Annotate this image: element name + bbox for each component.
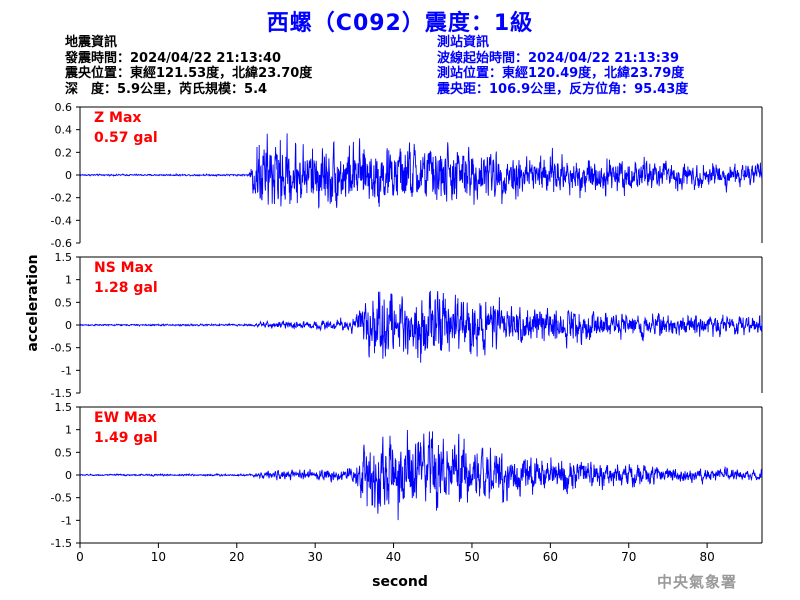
x-tick-label: 80 xyxy=(699,550,714,564)
y-tick-label: -1 xyxy=(61,364,72,377)
max-value: 1.49 gal xyxy=(94,430,158,446)
y-tick-label: 0.4 xyxy=(55,124,73,137)
max-label: EW Max xyxy=(94,410,156,426)
y-tick-label: 1 xyxy=(65,424,72,437)
y-tick-label: -1.5 xyxy=(51,537,72,550)
y-tick-label: -1 xyxy=(61,514,72,527)
y-axis-label: acceleration xyxy=(25,254,41,351)
y-tick-label: 1.5 xyxy=(55,251,73,264)
y-tick-label: 0 xyxy=(65,169,72,182)
y-tick-label: 0 xyxy=(65,319,72,332)
distance-azimuth: 震央距：106.9公里，反方位角：95.43度 xyxy=(437,81,689,97)
x-tick-label: 40 xyxy=(386,550,401,564)
x-tick-label: 60 xyxy=(543,550,558,564)
y-tick-label: -0.5 xyxy=(51,492,72,505)
waveform-trace xyxy=(79,429,763,521)
x-tick-label: 10 xyxy=(151,550,166,564)
panel-ew: -1.5 -1 -0.5 0 0.5 1 1.5 0 10 20 30 40 50 60 70 80 EW Ma… xyxy=(51,401,763,564)
y-tick-label: 1 xyxy=(65,274,72,287)
depth-magnitude: 深 度：5.9公里，芮氏規模：5.4 xyxy=(65,81,268,97)
origin-time: 發震時間：2024/04/22 21:13:40 xyxy=(65,50,282,66)
y-tick-label: 0.6 xyxy=(55,101,73,114)
x-tick-label: 30 xyxy=(308,550,323,564)
epicenter-location: 震央位置：東經121.53度，北緯23.70度 xyxy=(65,66,313,81)
x-tick-label: 20 xyxy=(229,550,244,564)
waveform-trace xyxy=(79,133,763,209)
y-tick-label: 0.2 xyxy=(55,146,73,159)
y-tick-label: 0.5 xyxy=(55,446,73,459)
x-tick-label: 50 xyxy=(464,550,479,564)
max-value: 1.28 gal xyxy=(94,280,158,296)
y-tick-label: 0.5 xyxy=(55,296,73,309)
waveform-trace xyxy=(79,290,763,363)
station-location: 測站位置：東經120.49度，北緯23.79度 xyxy=(437,66,685,81)
agency-label: 中央氣象署 xyxy=(657,573,738,591)
y-tick-label: -0.4 xyxy=(51,214,72,227)
y-tick-label: -0.2 xyxy=(51,192,72,205)
station-info-heading: 測站資訊 xyxy=(437,35,490,50)
y-tick-label: 0 xyxy=(65,469,72,482)
x-tick-label: 0 xyxy=(76,550,84,564)
y-tick-label: -1.5 xyxy=(51,387,72,400)
y-tick-label: 1.5 xyxy=(55,401,73,414)
y-tick-label: -0.5 xyxy=(51,342,72,355)
station-info: 測站資訊 波線起始時間：2024/04/22 21:13:39 測站位置：東經1… xyxy=(437,35,688,97)
panel-ns: -1.5 -1 -0.5 0 0.5 1 1.5 NS Max 1.28 gal xyxy=(51,251,763,400)
x-tick-label: 70 xyxy=(621,550,636,564)
earthquake-info: 地震資訊 發震時間：2024/04/22 21:13:40 震央位置：東經121… xyxy=(65,35,312,97)
x-axis-label: second xyxy=(372,574,428,590)
page-title: 西螺（C092）震度：1級 xyxy=(266,11,534,36)
max-label: NS Max xyxy=(94,260,153,276)
panel-z: -0.6 -0.4 -0.2 0 0.2 0.4 0.6 Z Max 0.57 gal xyxy=(51,101,763,250)
max-value: 0.57 gal xyxy=(94,130,158,146)
quake-info-heading: 地震資訊 xyxy=(65,35,118,50)
wave-start-time: 波線起始時間：2024/04/22 21:13:39 xyxy=(437,50,680,66)
y-tick-label: -0.6 xyxy=(51,237,72,250)
max-label: Z Max xyxy=(94,110,141,126)
